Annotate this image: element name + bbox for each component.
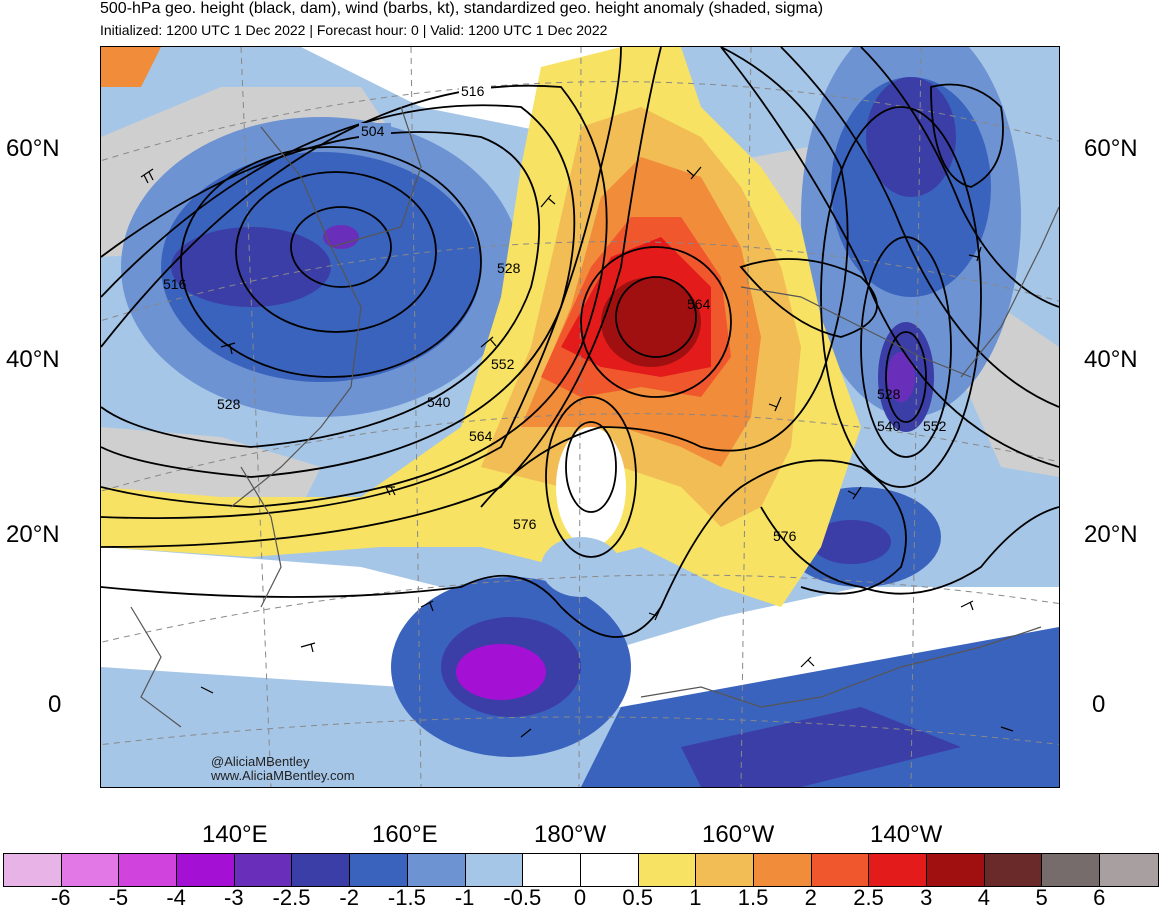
colorbar-swatch [1100,854,1158,886]
contour-label: 516 [461,83,485,99]
colorbar-label: 4 [977,885,991,910]
lat-label-right: 0 [1092,691,1106,718]
contour-label: 552 [923,418,947,434]
colorbar-swatch [407,854,466,886]
colorbar-swatch [811,854,870,886]
lat-label-right: 40°N [1084,346,1138,373]
lon-label: 140°E [202,821,268,848]
colorbar-label: 1 [689,885,702,910]
colorbar-swatch [869,854,927,886]
lon-label: 180°W [534,821,607,848]
lon-label: 160°E [372,821,438,848]
colorbar-label: -2.5 [272,885,311,910]
colorbar-swatch [61,854,120,886]
colorbar-swatch [523,854,581,886]
colorbar-swatch [753,854,812,886]
contour-label: 576 [513,516,537,532]
chart-title: 500-hPa geo. height (black, dam), wind (… [100,0,824,17]
colorbar-label: 6 [1093,885,1106,910]
contour-label: 528 [877,386,901,402]
chart-subtitle: Initialized: 1200 UTC 1 Dec 2022 | Forec… [100,22,608,38]
colorbar-swatch [696,854,754,886]
colorbar-label: -0.5 [503,885,542,910]
map-panel: 516 504 516 528 528 540 552 564 564 576 … [100,46,1060,788]
colorbar-label: -6 [50,885,71,910]
contour-label: 504 [361,123,385,139]
lon-label: 140°W [870,821,943,848]
colorbar-label: 0.5 [622,885,653,910]
contour-label: 540 [427,394,451,410]
colorbar-label: 1.5 [737,885,769,910]
contour-label: 564 [469,428,493,444]
contour-label: 540 [877,418,901,434]
colorbar-label: -3 [224,885,244,910]
contour-label: 576 [773,528,797,544]
lat-label-left: 20°N [6,521,60,548]
colorbar-label: -4 [166,885,186,910]
colorbar-label: -1.5 [387,885,426,910]
credit-site: www.AliciaMBentley.com [211,768,355,783]
colorbar-swatch [292,854,351,886]
map-graphic: 516 504 516 528 528 540 552 564 564 576 … [101,47,1059,787]
colorbar-swatch [580,854,639,886]
lat-label-left: 0 [48,691,62,718]
colorbar-swatch [350,854,408,886]
colorbar-swatch [234,854,293,886]
colorbar-swatch [1042,854,1101,886]
contour-label: 528 [217,396,241,412]
colorbar-label: 2.5 [853,885,884,910]
contour-label: 564 [687,296,711,312]
colorbar-swatch [4,854,62,886]
lon-label: 160°W [702,821,775,848]
lat-label-left: 60°N [6,135,60,162]
colorbar-label: 5 [1035,885,1048,910]
colorbar-label: -5 [108,885,129,910]
colorbar-swatch [638,854,697,886]
colorbar-swatch [177,854,235,886]
colorbar-label: 3 [920,885,933,910]
colorbar-swatch [119,854,178,886]
lat-label-right: 60°N [1084,135,1138,162]
contour-label: 528 [497,260,521,276]
lat-label-right: 20°N [1084,521,1138,548]
colorbar-swatch [927,854,985,886]
contour-label: 552 [491,356,515,372]
colorbar-label: -1 [454,885,475,910]
lat-label-left: 40°N [6,346,60,373]
colorbar-label: 2 [804,885,817,910]
colorbar [3,853,1159,887]
colorbar-label: -2 [339,885,359,910]
colorbar-swatch [465,854,524,886]
contour-label: 516 [163,276,187,292]
colorbar-label: 0 [573,885,587,910]
credit-handle: @AliciaMBentley [211,754,310,769]
colorbar-swatch [984,854,1043,886]
